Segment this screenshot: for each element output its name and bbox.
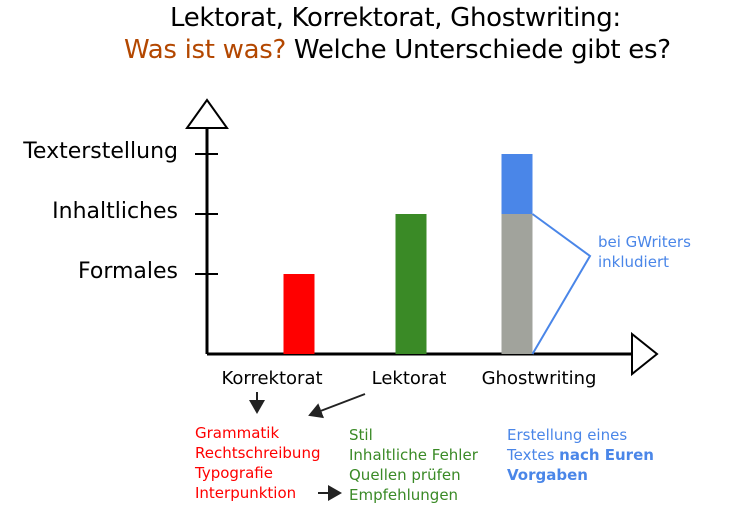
callout-line-1: bei GWriters (598, 233, 691, 251)
y-tick-label: Inhaltliches (52, 199, 178, 224)
callout-label: bei GWriters inkludiert (598, 232, 691, 272)
ghostwriting-note: Textes nach Euren (507, 445, 654, 465)
lektorat-note: Stil (349, 426, 373, 444)
y-tick-label: Formales (77, 259, 178, 284)
x-axis-arrow (631, 331, 659, 377)
bar-lektorat (395, 214, 427, 354)
ghostwriting-note: Vorgaben (507, 465, 654, 485)
callout-bracket (531, 213, 592, 355)
korrektorat-note: Typografie (195, 464, 273, 482)
ghostwriting-note-bold: Vorgaben (507, 466, 588, 484)
ghostwriting-note-bold: nach Euren (559, 446, 654, 464)
callout-line-2: inkludiert (598, 253, 670, 271)
bar-korrektorat (283, 274, 315, 354)
arrow-lektorat (308, 393, 366, 419)
x-tick-label: Lektorat (371, 368, 447, 389)
title-highlight: Was ist was? (124, 35, 286, 65)
lektorat-notes: Stil Inhaltliche Fehler Quellen prüfen E… (349, 425, 478, 505)
title-line-1: Lektorat, Korrektorat, Ghostwriting: (170, 3, 621, 33)
korrektorat-note: Grammatik (195, 424, 280, 442)
x-tick-label: Korrektorat (221, 368, 323, 389)
chart-title: Lektorat, Korrektorat, Ghostwriting: (170, 3, 621, 33)
x-tick-label: Ghostwriting (481, 368, 597, 389)
korrektorat-notes: Grammatik Rechtschreibung Typografie Int… (195, 423, 320, 503)
y-axis-arrow (185, 98, 229, 129)
ghostwriting-note-normal: Textes (507, 446, 560, 464)
y-tick-label: Texterstellung (23, 139, 178, 164)
chart-subtitle: Was ist was? Welche Unterschiede gibt es… (124, 35, 671, 65)
bar-ghostwriting-top (501, 154, 533, 214)
lektorat-note: Quellen prüfen (349, 466, 461, 484)
korrektorat-note: Rechtschreibung (195, 444, 321, 462)
lektorat-note: Empfehlungen (349, 486, 459, 504)
korrektorat-note: Interpunktion (195, 484, 297, 502)
bar-ghostwriting (501, 214, 533, 354)
ghostwriting-note: Erstellung eines (507, 426, 628, 444)
lektorat-note: Inhaltliche Fehler (349, 446, 478, 464)
title-line-2: Welche Unterschiede gibt es? (285, 35, 671, 65)
ghostwriting-notes: Erstellung eines Textes nach Euren Vorga… (507, 425, 654, 485)
